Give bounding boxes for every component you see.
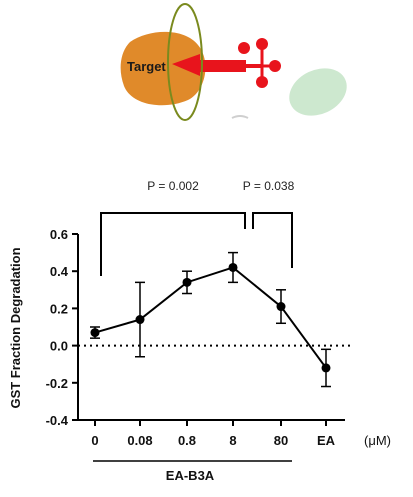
bracket-comparison-2 — [252, 212, 293, 268]
x-tick-label: 8 — [229, 433, 236, 448]
target-protein-shape — [120, 31, 206, 106]
x-tick-label: EA — [317, 433, 336, 448]
y-axis-title: GST Fraction Degradation — [8, 247, 23, 408]
data-point — [90, 328, 100, 338]
chart: P = 0.002 P = 0.038 -0.4 -0.2 0.0 0.2 0.4 0.6 0… — [8, 179, 391, 483]
y-tick-label: -0.2 — [46, 376, 68, 391]
y-tick-label: -0.4 — [46, 413, 69, 428]
unit-label: (μM) — [364, 433, 391, 448]
data-marks — [90, 251, 331, 388]
axis-labels: GST Fraction Degradation (μM) EA-B3A — [8, 247, 391, 483]
x-tick-label: 0.8 — [178, 433, 196, 448]
y-tick-label: 0.2 — [50, 301, 68, 316]
degrader-node-right — [269, 60, 281, 72]
degrader-arrowhead — [172, 54, 200, 76]
y-tick-label: 0.4 — [50, 264, 69, 279]
bracket-comparison-1 — [100, 212, 246, 276]
group-label: EA-B3A — [166, 468, 215, 483]
data-point — [135, 315, 145, 325]
data-point — [182, 277, 192, 287]
degrader-linker — [198, 60, 246, 72]
data-point — [228, 262, 238, 272]
target-label: Target — [127, 59, 166, 74]
faint-fragment — [231, 115, 249, 119]
x-tick-label: 80 — [274, 433, 288, 448]
p-value-label: P = 0.002 — [147, 179, 199, 193]
degrader-node-top-left — [238, 42, 250, 54]
e3-ligase-blob — [289, 68, 347, 116]
degrader-node-bottom — [256, 76, 268, 88]
degrader-node-top — [256, 38, 268, 50]
significance-brackets: P = 0.002 P = 0.038 — [100, 179, 295, 276]
data-point — [276, 302, 286, 312]
axes: -0.4 -0.2 0.0 0.2 0.4 0.6 0 0.08 0.8 8 80 EA — [46, 227, 345, 448]
schematic: Target — [120, 3, 347, 121]
data-point — [321, 363, 331, 373]
x-tick-label: 0 — [91, 433, 98, 448]
x-tick-label: 0.08 — [127, 433, 152, 448]
p-value-label: P = 0.038 — [243, 179, 295, 193]
series-line — [94, 266, 327, 369]
y-tick-label: 0.0 — [50, 339, 68, 354]
y-tick-label: 0.6 — [50, 227, 68, 242]
membrane-ring — [167, 3, 203, 121]
